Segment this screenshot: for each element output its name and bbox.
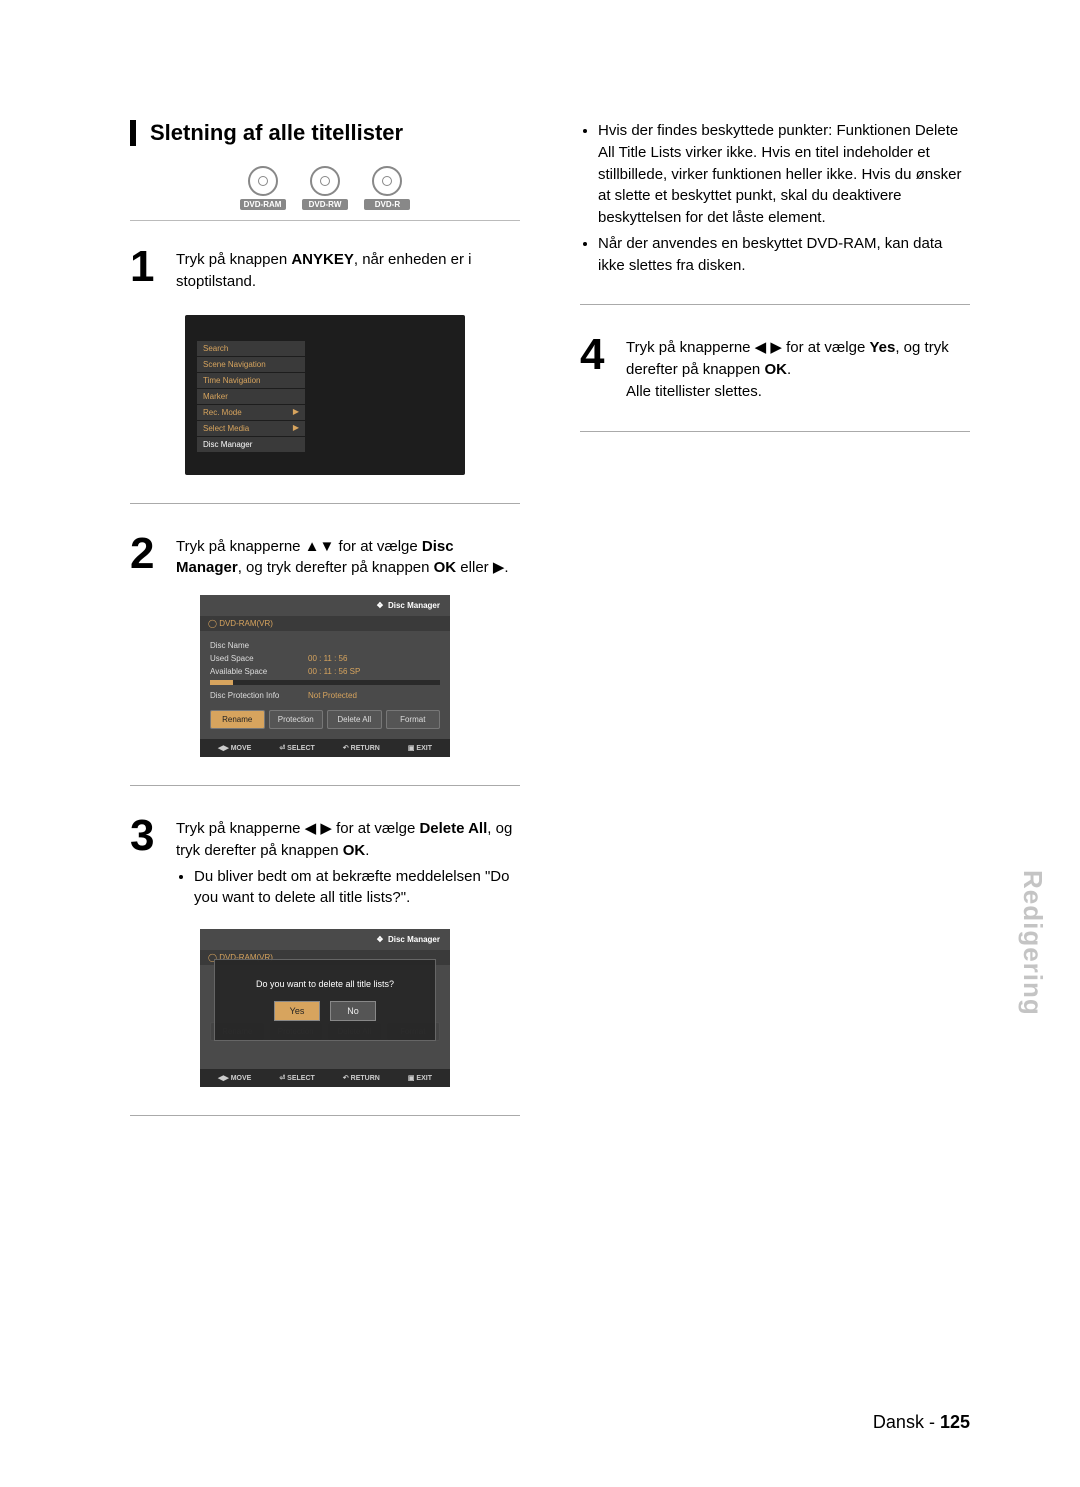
disc-manager-dialog-screenshot: ❖ Disc Manager ◯ DVD-RAM(VR) Rename Prot… — [200, 929, 450, 1087]
menu-item: Time Navigation — [197, 373, 305, 388]
menu-item: Scene Navigation — [197, 357, 305, 372]
dm-label: Available Space — [210, 667, 302, 676]
dm-title: ❖ Disc Manager — [200, 595, 450, 616]
dm-value: Not Protected — [308, 691, 357, 700]
side-tab: Redigering — [1017, 870, 1048, 1016]
dialog-yes-button: Yes — [274, 1001, 320, 1021]
dm-button: Delete All — [327, 710, 382, 729]
chevron-right-icon: ▶ — [293, 423, 299, 432]
step-number: 2 — [130, 532, 164, 580]
step-number: 4 — [580, 333, 614, 402]
dm-title: ❖ Disc Manager — [200, 929, 450, 950]
note-item: Når der anvendes en beskyttet DVD-RAM, k… — [598, 233, 970, 277]
dm-value: 00 : 11 : 56 SP — [308, 667, 360, 676]
note-item: Hvis der findes beskyttede punkter: Funk… — [598, 120, 970, 229]
menu-item: Select Media▶ — [197, 421, 305, 436]
step-bullet: Du bliver bedt om at bekræfte meddelelse… — [194, 866, 520, 910]
dm-button: Protection — [269, 710, 324, 729]
step-text: Tryk på knapperne ◀ ▶ for at vælge Delet… — [176, 814, 520, 913]
dm-button: Rename — [210, 710, 265, 729]
step-number: 1 — [130, 245, 164, 293]
section-title: Sletning af alle titellister — [130, 120, 520, 146]
menu-item: Rec. Mode▶ — [197, 405, 305, 420]
divider — [130, 220, 520, 221]
step-number: 3 — [130, 814, 164, 913]
dm-button: Format — [386, 710, 441, 729]
step-2: 2 Tryk på knapperne ▲▼ for at vælge Disc… — [130, 532, 520, 580]
disc-icon: DVD-RAM — [240, 166, 286, 210]
dialog-no-button: No — [330, 1001, 376, 1021]
anykey-menu-screenshot: Search Scene Navigation Time Navigation … — [185, 315, 465, 475]
note-list: Hvis der findes beskyttede punkter: Funk… — [580, 120, 970, 276]
disc-icon: DVD-R — [364, 166, 410, 210]
dm-footer: ◀▶ MOVE⏎ SELECT↶ RETURN▣ EXIT — [200, 1069, 450, 1087]
step-text: Tryk på knappen ANYKEY, når enheden er i… — [176, 245, 520, 293]
step-4: 4 Tryk på knapperne ◀ ▶ for at vælge Yes… — [580, 333, 970, 402]
divider — [130, 1115, 520, 1116]
divider — [130, 785, 520, 786]
dm-space-bar — [210, 680, 440, 685]
divider — [130, 503, 520, 504]
chevron-right-icon: ▶ — [293, 407, 299, 416]
divider — [580, 431, 970, 432]
dm-label: Disc Name — [210, 641, 302, 650]
disc-manager-screenshot: ❖ Disc Manager ◯ DVD-RAM(VR) Disc Name U… — [200, 595, 450, 757]
step-text: Tryk på knapperne ◀ ▶ for at vælge Yes, … — [626, 333, 970, 402]
step-text: Tryk på knapperne ▲▼ for at vælge Disc M… — [176, 532, 520, 580]
disc-icon: DVD-RW — [302, 166, 348, 210]
menu-item: Search — [197, 341, 305, 356]
dm-footer: ◀▶ MOVE⏎ SELECT↶ RETURN▣ EXIT — [200, 739, 450, 757]
dm-label: Disc Protection Info — [210, 691, 302, 700]
disc-icon-row: DVD-RAM DVD-RW DVD-R — [130, 166, 520, 210]
dm-label: Used Space — [210, 654, 302, 663]
menu-item: Marker — [197, 389, 305, 404]
dialog-message: Do you want to delete all title lists? — [256, 979, 394, 989]
menu-item: Disc Manager — [197, 437, 305, 452]
dm-value: 00 : 11 : 56 — [308, 654, 347, 663]
divider — [580, 304, 970, 305]
dm-subtitle: ◯ DVD-RAM(VR) — [200, 616, 450, 631]
step-1: 1 Tryk på knappen ANYKEY, når enheden er… — [130, 245, 520, 293]
confirm-dialog: Do you want to delete all title lists? Y… — [214, 959, 436, 1041]
page-footer: Dansk - 125 — [873, 1412, 970, 1433]
step-3: 3 Tryk på knapperne ◀ ▶ for at vælge Del… — [130, 814, 520, 913]
